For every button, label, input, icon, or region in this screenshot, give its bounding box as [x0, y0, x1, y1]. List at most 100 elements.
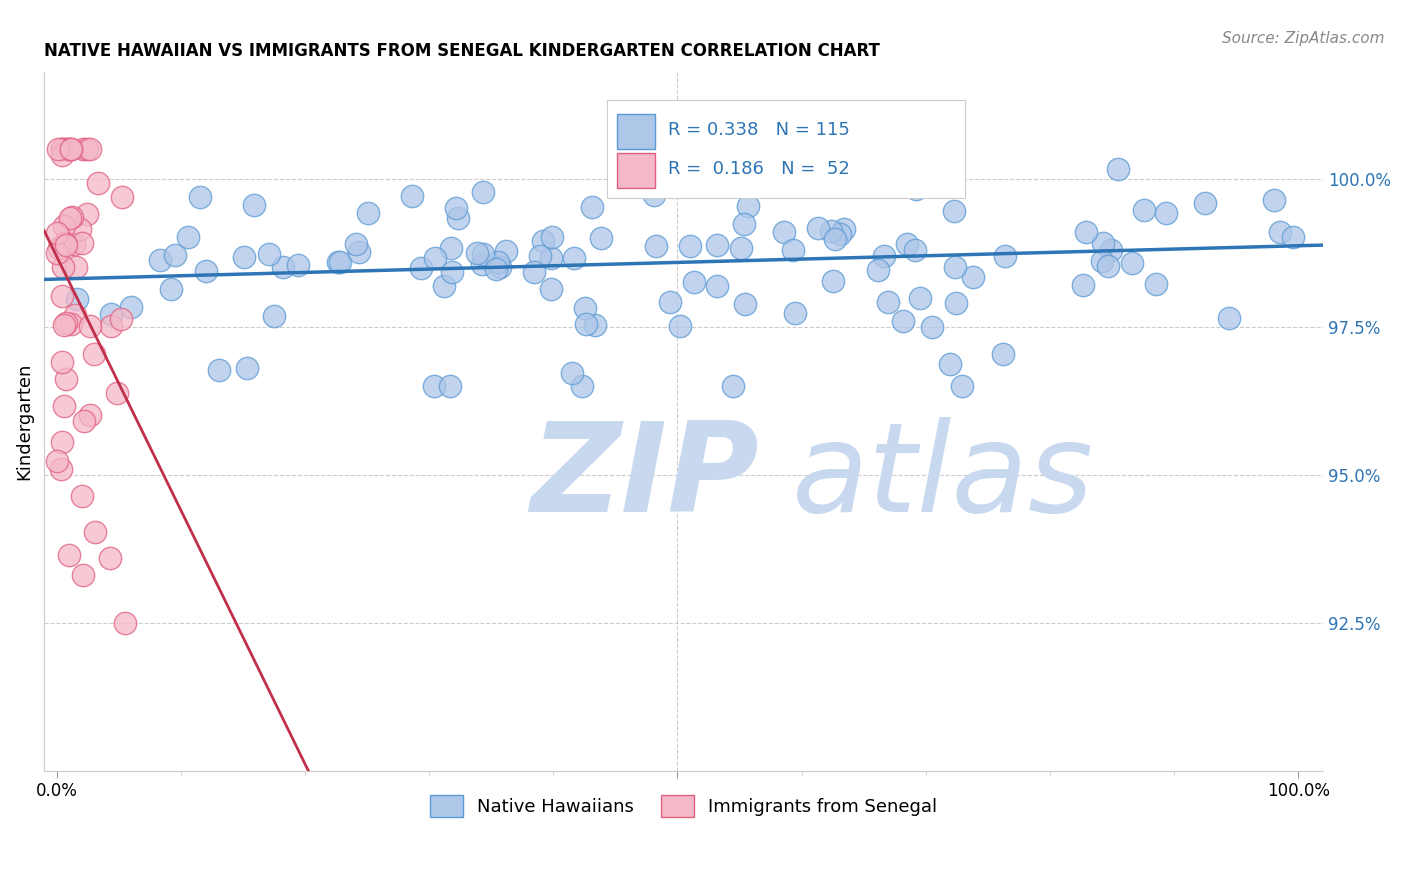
Point	[51, 142, 73, 156]
Point	[495, 244, 517, 258]
Point	[73, 414, 96, 428]
Point	[1099, 243, 1122, 257]
Point	[344, 236, 367, 251]
Point	[55, 142, 77, 156]
Point	[446, 202, 468, 216]
Point	[523, 265, 546, 279]
Point	[706, 279, 728, 293]
Point	[45, 453, 67, 467]
Point	[63, 236, 86, 251]
Point	[243, 198, 266, 212]
Point	[540, 229, 562, 244]
Point	[994, 250, 1017, 264]
Point	[561, 367, 583, 381]
Point	[149, 252, 172, 267]
Point	[904, 244, 927, 258]
Point	[60, 142, 83, 156]
Point	[439, 379, 461, 393]
Point	[79, 142, 101, 156]
Point	[58, 549, 80, 563]
Point	[690, 178, 713, 193]
Point	[591, 230, 613, 244]
Legend: Native Hawaiians, Immigrants from Senegal: Native Hawaiians, Immigrants from Senega…	[423, 788, 945, 824]
Point	[876, 295, 898, 310]
Point	[98, 551, 121, 566]
Text: Source: ZipAtlas.com: Source: ZipAtlas.com	[1222, 31, 1385, 46]
Point	[910, 149, 932, 163]
Point	[114, 616, 136, 631]
Point	[921, 320, 943, 334]
Point	[76, 207, 98, 221]
Point	[756, 172, 779, 186]
Point	[257, 247, 280, 261]
Point	[471, 185, 494, 199]
Point	[465, 246, 488, 260]
Text: R = 0.338   N = 115: R = 0.338 N = 115	[668, 120, 851, 138]
Point	[1107, 162, 1129, 177]
Point	[46, 142, 69, 156]
Point	[59, 142, 82, 156]
Point	[643, 188, 665, 202]
Point	[1071, 277, 1094, 292]
Point	[939, 357, 962, 371]
Point	[804, 145, 827, 160]
Point	[489, 260, 512, 275]
Point	[271, 260, 294, 275]
Point	[53, 235, 76, 250]
Point	[195, 264, 218, 278]
Point	[263, 310, 285, 324]
Point	[679, 239, 702, 253]
Point	[59, 211, 82, 225]
Point	[1121, 256, 1143, 270]
Point	[896, 236, 918, 251]
Point	[540, 282, 562, 296]
Point	[658, 294, 681, 309]
Point	[46, 246, 69, 260]
Point	[737, 199, 759, 213]
Point	[575, 317, 598, 331]
Point	[439, 241, 461, 255]
Y-axis label: Kindergarten: Kindergarten	[15, 363, 32, 480]
Point	[682, 275, 704, 289]
Point	[1074, 225, 1097, 239]
Point	[120, 300, 142, 314]
Point	[904, 182, 927, 196]
Point	[65, 260, 87, 274]
Bar	[617, 153, 655, 188]
Point	[328, 255, 350, 269]
Point	[943, 260, 966, 275]
Point	[59, 142, 82, 156]
Point	[83, 346, 105, 360]
Point	[70, 489, 93, 503]
Point	[1097, 259, 1119, 273]
Point	[820, 225, 842, 239]
Point	[1091, 253, 1114, 268]
Point	[287, 258, 309, 272]
Point	[773, 225, 796, 239]
Point	[1281, 230, 1303, 244]
Point	[807, 221, 830, 235]
Point	[1154, 206, 1177, 220]
Point	[329, 255, 352, 269]
Point	[60, 210, 83, 224]
Point	[883, 178, 905, 193]
Point	[70, 235, 93, 250]
Point	[471, 257, 494, 271]
Point	[1218, 311, 1240, 326]
Point	[583, 318, 606, 333]
Point	[734, 297, 756, 311]
Point	[645, 239, 668, 253]
Point	[873, 249, 896, 263]
Point	[208, 363, 231, 377]
Point	[76, 142, 98, 156]
Point	[1194, 195, 1216, 210]
Point	[356, 206, 378, 220]
Point	[165, 248, 187, 262]
Point	[79, 318, 101, 333]
Point	[100, 319, 122, 334]
Point	[529, 249, 551, 263]
Point	[433, 278, 456, 293]
Point	[571, 379, 593, 393]
Point	[723, 379, 745, 393]
Point	[63, 308, 86, 322]
